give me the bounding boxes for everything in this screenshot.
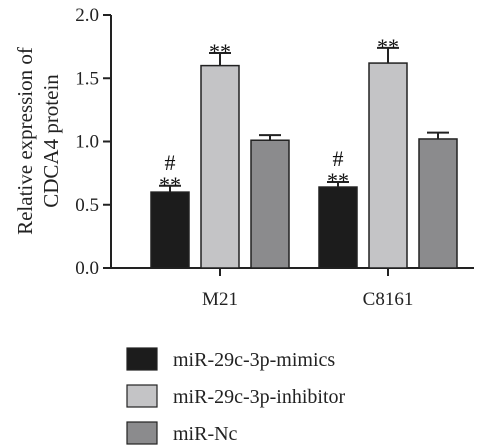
legend-label: miR-Nc	[173, 423, 238, 445]
bar	[368, 62, 408, 269]
legend-swatch	[126, 384, 158, 408]
bar	[150, 191, 190, 269]
significance-label: **	[209, 39, 231, 64]
legend-label: miR-29c-3p-mimics	[173, 349, 335, 371]
x-tick-label: C8161	[363, 289, 414, 310]
y-tick-label: 1.0	[75, 132, 99, 153]
significance-label: **	[159, 172, 181, 197]
legend-swatch	[126, 347, 158, 371]
x-axis: M21 C8161	[111, 267, 474, 310]
y-axis-title: Relative expression ofCDCA4 protein	[13, 47, 63, 235]
y-axis: 0.0 0.5 1.0 1.5 2.0 Relative expression ofCDC…	[13, 5, 112, 279]
bar	[250, 139, 290, 269]
significance-label: **	[377, 34, 399, 59]
bar	[318, 186, 358, 269]
y-tick-label: 0.0	[75, 258, 99, 279]
bars: **#****#**	[150, 34, 458, 269]
y-tick-label: 2.0	[75, 5, 99, 26]
y-axis-title-line: CDCA4 protein	[39, 74, 63, 208]
significance-label: #	[333, 146, 344, 171]
y-axis-title-line: Relative expression of	[13, 47, 37, 235]
legend: miR-29c-3p-mimics miR-29c-3p-inhibitor miR…	[126, 347, 346, 445]
bar	[418, 138, 458, 269]
y-tick-label: 0.5	[75, 195, 99, 216]
legend-label: miR-29c-3p-inhibitor	[173, 386, 346, 408]
legend-swatch	[126, 421, 158, 445]
bar	[200, 64, 240, 269]
significance-label: #	[165, 150, 176, 175]
significance-label: **	[327, 168, 349, 193]
x-tick-label: M21	[202, 289, 238, 310]
y-tick-label: 1.5	[75, 68, 99, 89]
